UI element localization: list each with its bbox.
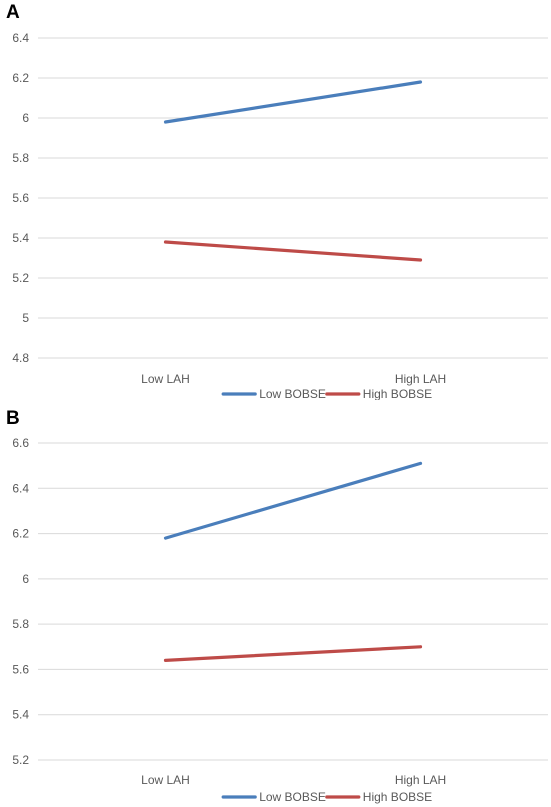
x-category-label: High LAH <box>395 372 446 386</box>
series-line-low-bobse <box>163 461 423 540</box>
chart-b: 5.2 5.4 5.6 5.8 6 6.2 6.4 6.6 Low LAH High LAH Low… <box>12 436 548 804</box>
y-tick-label: 6 <box>22 572 29 586</box>
y-tick-label: 5.8 <box>12 617 29 631</box>
y-tick-label: 6.6 <box>12 436 29 450</box>
y-tick-label: 6.4 <box>12 481 29 495</box>
y-tick-label: 6 <box>22 111 29 125</box>
panel-label-b: B <box>6 408 20 429</box>
legend-label-low-bobse: Low BOBSE <box>259 790 326 804</box>
x-category-label: Low LAH <box>141 773 190 787</box>
series-line-high-bobse <box>163 240 423 262</box>
y-tick-label: 5.4 <box>12 231 29 245</box>
series-line-low-bobse <box>163 80 423 124</box>
series-line-high-bobse <box>163 645 423 662</box>
panel-label-a: A <box>6 2 20 23</box>
legend-label-high-bobse: High BOBSE <box>363 387 432 400</box>
y-tick-label: 5.6 <box>12 191 29 205</box>
y-tick-label: 5.8 <box>12 151 29 165</box>
y-tick-label: 6.2 <box>12 527 29 541</box>
y-tick-label: 6.4 <box>12 31 29 45</box>
x-category-label: High LAH <box>395 773 446 787</box>
x-category-label: Low LAH <box>141 372 190 386</box>
y-tick-label: 5.6 <box>12 662 29 676</box>
chart-a: 4.8 5 5.2 5.4 5.6 5.8 6 6.2 6.4 Low LAH High LAH Lo… <box>12 31 548 400</box>
y-tick-label: 5.4 <box>12 708 29 722</box>
y-tick-label: 5 <box>22 311 29 325</box>
y-tick-label: 6.2 <box>12 71 29 85</box>
y-tick-label: 4.8 <box>12 351 29 365</box>
legend-label-low-bobse: Low BOBSE <box>259 387 326 400</box>
legend-label-high-bobse: High BOBSE <box>363 790 432 804</box>
y-tick-label: 5.2 <box>12 753 29 767</box>
y-tick-label: 5.2 <box>12 271 29 285</box>
